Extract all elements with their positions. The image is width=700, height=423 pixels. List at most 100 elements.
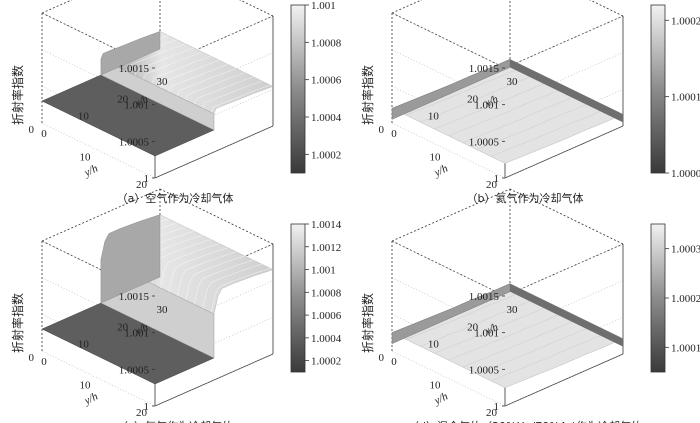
z-axis-label: 折射率指数 <box>10 65 25 125</box>
z-tick-label: 1.0015 <box>469 291 500 303</box>
surface-mesh-line <box>462 317 581 368</box>
x-tick-label: 30 <box>157 76 169 88</box>
surface-mesh-line <box>202 80 262 109</box>
colorbar-tick-label: 1.0004 <box>311 112 342 124</box>
z-tick-label: 1.0005 <box>119 364 150 376</box>
colorbar-tick-label: 1.0006 <box>311 310 342 322</box>
grid-line <box>154 125 274 179</box>
colorbar-gradient <box>290 223 306 373</box>
chart-panel-2: 11.00051.0011.0015010203001020x/hy/h折射率指… <box>360 0 700 205</box>
panel-caption: （c）氩气作为冷却气体 <box>117 419 233 423</box>
y-tick-label: 20 <box>136 179 148 191</box>
z-axis-label: 折射率指数 <box>360 65 375 125</box>
x-tick-label: 20 <box>117 321 129 333</box>
chart-panel-1: 11.00051.0011.0015010203001020x/hy/h折射率指… <box>10 0 342 205</box>
y-axis-label: y/h <box>432 162 451 179</box>
grid-line <box>154 353 274 407</box>
colorbar-tick-label: 1.001 <box>311 265 336 277</box>
surface-mesh-line <box>185 255 245 301</box>
x-tick-label: 0 <box>41 356 47 368</box>
colorbar-tick-label: 1.0002 <box>671 15 700 27</box>
surface-mesh-line <box>202 263 262 309</box>
y-tick-label: 10 <box>430 380 442 392</box>
y-tick-label: 0 <box>29 124 35 136</box>
grid-line <box>504 125 624 179</box>
surface-mesh-line <box>434 79 553 130</box>
z-tick-label: 1.001 <box>124 328 149 340</box>
grid-line <box>391 240 506 297</box>
axis-frame-top <box>509 188 624 245</box>
colorbar-tick-label: 1.0006 <box>311 75 342 87</box>
axis-frame-top <box>391 0 423 14</box>
x-axis-label: x/h <box>482 93 501 110</box>
colorbar-tick-label: 1.0001 <box>671 92 700 104</box>
colorbar-tick-label: 1.0002 <box>311 356 341 368</box>
x-tick-label: 0 <box>391 356 397 368</box>
surface-mesh-line <box>134 47 195 76</box>
surface-mesh-line <box>210 268 271 313</box>
surface-mesh-line <box>210 84 271 113</box>
z-tick-label: 1.0005 <box>469 136 500 148</box>
y-axis-label: y/h <box>82 162 101 179</box>
axis-frame-top <box>589 0 624 17</box>
surface-mesh-line <box>420 297 539 347</box>
surface-mesh-line <box>193 76 254 105</box>
axis-frame-top <box>41 0 73 14</box>
z-tick-label: 1.001 <box>474 328 499 340</box>
colorbar-gradient <box>650 4 666 174</box>
z-axis-label: 折射率指数 <box>360 293 375 353</box>
z-tick-label: 1.0005 <box>469 364 500 376</box>
surface-mesh-line <box>160 59 220 88</box>
surface-front-face <box>391 283 511 345</box>
surface-mesh-line <box>185 72 245 101</box>
y-tick-label: 20 <box>486 407 498 419</box>
colorbar-gradient <box>650 223 666 373</box>
z-tick-label: 1.001 <box>474 100 499 112</box>
colorbar-tick-label: 1.0001 <box>671 342 700 354</box>
surface-mesh-line <box>406 290 525 340</box>
z-tick-label: 1.0015 <box>119 291 150 303</box>
surface-right-face <box>510 283 623 347</box>
surface-top <box>391 283 624 388</box>
axis-frame-top <box>391 12 506 69</box>
panel-caption: （b）氦气作为冷却气体 <box>467 191 584 205</box>
y-tick-label: 20 <box>486 179 498 191</box>
x-tick-label: 20 <box>117 93 129 105</box>
surface-mesh-line <box>126 43 186 72</box>
surface-front-face <box>391 58 511 120</box>
colorbar-tick-label: 1.0012 <box>311 242 341 254</box>
colorbar-tick-label: 1.0008 <box>311 287 342 299</box>
z-tick-label: 1.0005 <box>119 136 150 148</box>
x-tick-label: 10 <box>78 339 90 351</box>
axis-frame-top <box>159 188 274 245</box>
z-tick-label: 1 <box>494 173 500 185</box>
x-tick-label: 30 <box>507 304 519 316</box>
y-tick-label: 10 <box>80 380 92 392</box>
surface-mesh-line <box>476 324 595 375</box>
surface-mesh-line <box>504 114 624 164</box>
surface-mesh-line <box>193 259 254 305</box>
surface-right-face <box>510 59 623 123</box>
surface-mesh-line <box>168 64 228 92</box>
colorbar-tick-label: 1.0003 <box>671 244 700 256</box>
x-tick-label: 30 <box>157 304 169 316</box>
x-tick-label: 20 <box>467 321 479 333</box>
z-tick-label: 1.001 <box>124 100 149 112</box>
surface-front-face <box>100 31 161 76</box>
chart-panel-3: 11.00051.0011.0015010203001020x/hy/h折射率指… <box>10 188 342 423</box>
colorbar: 1.0001 1.0002 1.0003 <box>650 223 700 373</box>
colorbar-tick-label: 1.0008 <box>311 37 342 49</box>
axis-frame-top <box>239 0 274 17</box>
grid-line <box>391 12 506 69</box>
panel-caption: （a）空气作为冷却气体 <box>117 191 234 205</box>
surface-mesh-line <box>176 251 237 297</box>
surface-mesh-line <box>448 86 567 137</box>
y-tick-label: 0 <box>29 352 35 364</box>
surface-mesh-line <box>490 107 609 157</box>
colorbar: 1.0002 1.0004 1.0006 1.0008 1.001 <box>290 0 342 174</box>
colorbar-tick-label: 1.001 <box>311 0 336 12</box>
x-tick-label: 10 <box>78 111 90 123</box>
surface-mesh-line <box>406 65 525 116</box>
x-axis-label: x/h <box>482 321 501 338</box>
